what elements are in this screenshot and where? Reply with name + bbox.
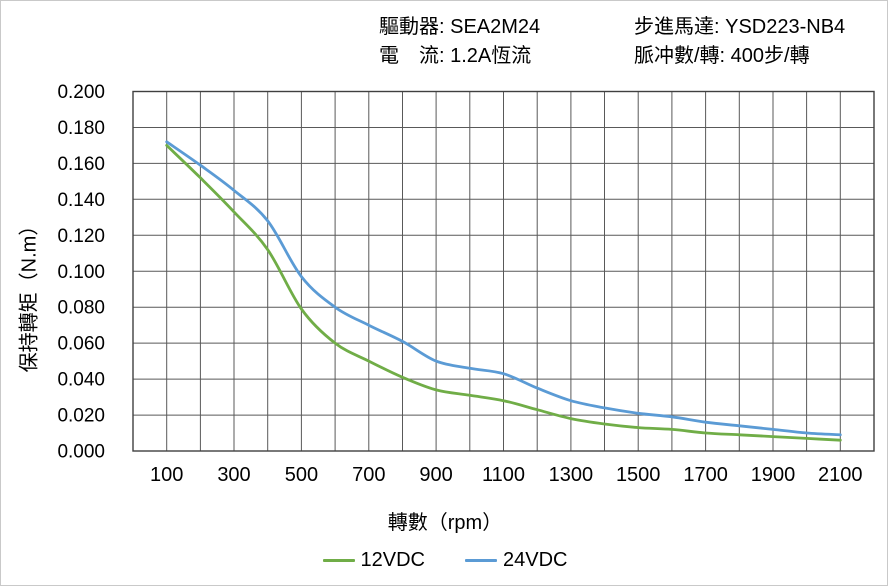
y-axis-title: 保持轉矩（N.m）	[18, 215, 41, 373]
current-info: 電 流: 1.2A恆流	[379, 45, 532, 67]
y-axis-tick-label: 0.160	[57, 154, 105, 175]
x-axis-tick-label: 1900	[751, 464, 796, 486]
legend-swatch-24vdc	[465, 559, 497, 562]
x-axis-tick-label: 1500	[616, 464, 661, 486]
x-axis-tick-label: 300	[217, 464, 250, 486]
x-axis-tick-label: 700	[352, 464, 385, 486]
series-line-12vdc	[165, 144, 842, 442]
legend-label-12vdc: 12VDC	[360, 549, 425, 571]
x-axis-tick-label: 100	[150, 464, 183, 486]
x-axis-tick-label: 1300	[549, 464, 594, 486]
plot-area-border	[132, 90, 875, 452]
legend-label-24vdc: 24VDC	[503, 549, 568, 571]
y-axis-tick-label: 0.040	[57, 370, 105, 391]
y-axis-tick-label: 0.140	[57, 190, 105, 211]
legend-swatch-12vdc	[322, 559, 355, 562]
x-axis-title: 轉數（rpm）	[387, 512, 503, 534]
y-axis-tick-label: 0.020	[57, 406, 105, 427]
header-left-column: 驅動器: SEA2M24 電 流: 1.2A恆流	[379, 13, 540, 71]
y-axis-tick-label: 0.100	[57, 262, 105, 283]
steps-info: 脈冲數/轉: 400步/轉	[634, 45, 810, 67]
y-axis-tick-label: 0.200	[57, 82, 105, 103]
y-axis-tick-label: 0.000	[57, 442, 105, 463]
x-axis-tick-label: 2100	[818, 464, 863, 486]
x-axis-tick-label: 500	[285, 464, 318, 486]
series-line-24vdc	[165, 140, 842, 437]
y-axis-tick-label: 0.080	[57, 298, 105, 319]
header-right-column: 步進馬達: YSD223-NB4 脈冲數/轉: 400步/轉	[634, 13, 845, 71]
x-axis-tick-label: 1700	[683, 464, 728, 486]
y-axis-tick-label: 0.060	[57, 334, 105, 355]
legend-item-24vdc: 24VDC	[465, 549, 567, 572]
x-axis-tick-label: 1100	[482, 464, 525, 486]
driver-info: 驅動器: SEA2M24	[379, 16, 541, 38]
y-axis-tick-label: 0.180	[57, 118, 105, 139]
legend-item-12vdc: 12VDC	[322, 549, 425, 572]
y-axis-tick-label: 0.120	[57, 226, 105, 247]
motor-info: 步進馬達: YSD223-NB4	[634, 16, 846, 38]
chart-legend: 12VDC 24VDC	[1, 549, 887, 572]
x-axis-tick-label: 900	[419, 464, 452, 486]
